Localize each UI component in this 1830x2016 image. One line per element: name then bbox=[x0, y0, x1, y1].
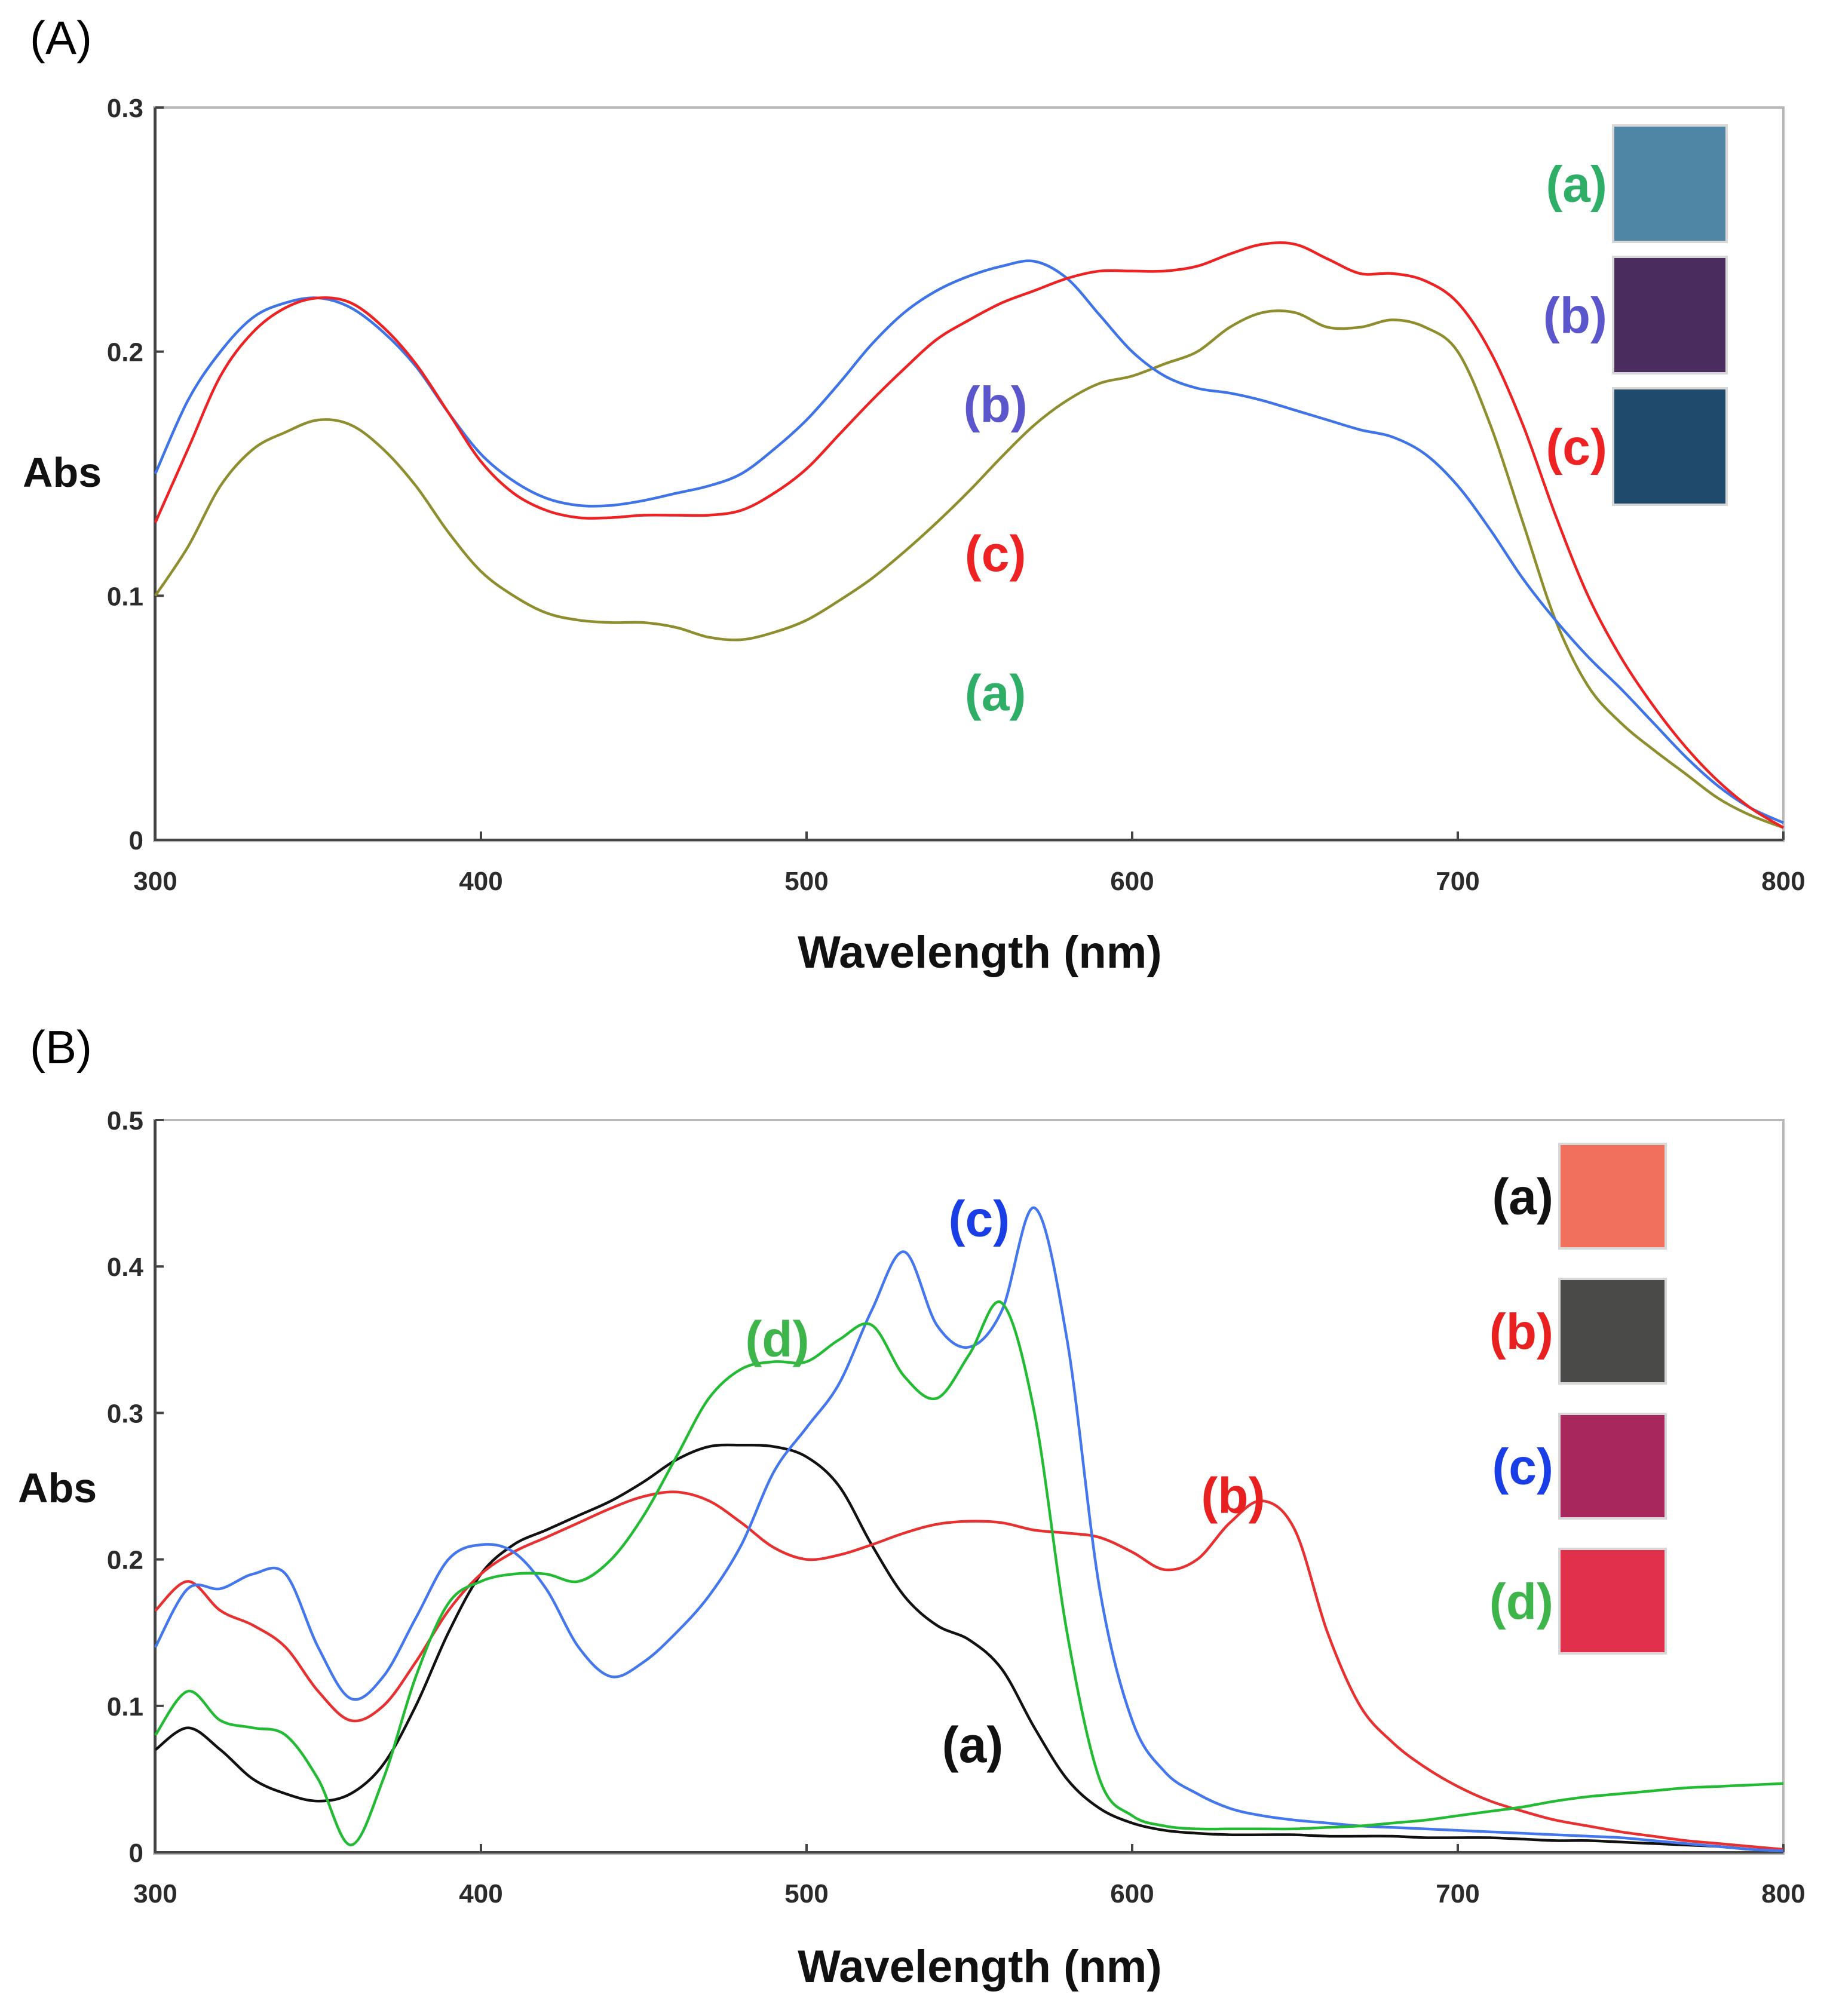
plot-frame-a bbox=[153, 106, 1785, 842]
y-tick-label: 0.5 bbox=[107, 1106, 143, 1136]
y-tick-label: 0 bbox=[129, 826, 143, 855]
y-axis-title-b: Abs bbox=[18, 1465, 97, 1511]
ticks-a: 300 400 500 600 700 800 0 0.1 0.2 0.3 bbox=[107, 94, 1806, 896]
series-a-line-b bbox=[154, 1443, 1784, 1852]
legend-swatch-b-a bbox=[1612, 256, 1728, 375]
series-b-label-b: (b) bbox=[1201, 1468, 1265, 1524]
x-axis-title-b: Wavelength (nm) bbox=[798, 1941, 1161, 1992]
series-a-label-b: (a) bbox=[942, 1717, 1004, 1773]
legend-label-a-b: (a) bbox=[1492, 1169, 1553, 1225]
y-tick-label: 0.1 bbox=[107, 582, 143, 611]
series-b-line-a bbox=[154, 259, 1784, 824]
legend-label-c-b: (c) bbox=[1492, 1439, 1553, 1495]
x-tick-label: 700 bbox=[1436, 867, 1479, 896]
legend-label-c-a: (c) bbox=[1546, 419, 1607, 475]
series-c-line-b bbox=[154, 1206, 1784, 1852]
x-tick-label: 800 bbox=[1761, 867, 1805, 896]
series-d-label-b: (d) bbox=[745, 1311, 809, 1367]
legend-swatch-c-b bbox=[1558, 1413, 1667, 1520]
x-tick-label: 400 bbox=[459, 1879, 502, 1908]
legend-label-b-a: (b) bbox=[1543, 288, 1607, 344]
y-axis-title-a: Abs bbox=[23, 449, 102, 496]
y-tick-label: 0 bbox=[129, 1839, 143, 1868]
x-tick-label: 700 bbox=[1436, 1879, 1479, 1908]
y-tick-label: 0.3 bbox=[107, 1399, 143, 1428]
series-d-line-b bbox=[154, 1300, 1784, 1846]
panel-b: (B) 300 400 500 600 700 800 0 0.1 0.2 0.3 0.4 0.5 (… bbox=[18, 1021, 1806, 1992]
series-labels-a: (a) (b) (c) bbox=[963, 377, 1027, 721]
series-c-label-a: (c) bbox=[965, 526, 1026, 582]
legend-a: (a) (b) (c) bbox=[1543, 124, 1728, 506]
legend-swatch-d-b bbox=[1558, 1548, 1667, 1655]
x-tick-label: 500 bbox=[784, 867, 828, 896]
panel-label-a: (A) bbox=[30, 11, 92, 64]
x-tick-label: 300 bbox=[133, 1879, 177, 1908]
legend-swatch-a-a bbox=[1612, 124, 1728, 243]
series-c-line-a bbox=[154, 241, 1785, 829]
x-tick-label: 500 bbox=[784, 1879, 828, 1908]
x-tick-label: 300 bbox=[133, 867, 177, 896]
x-axis-title-a: Wavelength (nm) bbox=[798, 927, 1161, 978]
legend-label-b-b: (b) bbox=[1489, 1304, 1553, 1360]
legend-swatch-c-a bbox=[1612, 387, 1728, 506]
series-a-line-a bbox=[154, 309, 1784, 829]
series-a-label-a: (a) bbox=[965, 665, 1026, 721]
ticks-b: 300 400 500 600 700 800 0 0.1 0.2 0.3 0.4 0.5 bbox=[107, 1106, 1806, 1908]
legend-swatch-a-b bbox=[1558, 1143, 1667, 1250]
legend-label-a-a: (a) bbox=[1546, 157, 1607, 213]
series-b-label-a: (b) bbox=[963, 377, 1027, 433]
x-tick-label: 600 bbox=[1110, 867, 1154, 896]
y-tick-label: 0.2 bbox=[107, 338, 143, 367]
x-tick-label: 400 bbox=[459, 867, 502, 896]
y-tick-label: 0.1 bbox=[107, 1692, 143, 1722]
series-labels-b: (a) (b) (c) (d) bbox=[745, 1191, 1265, 1773]
curves-a bbox=[154, 241, 1785, 829]
series-c-label-b: (c) bbox=[949, 1191, 1010, 1247]
y-tick-label: 0.2 bbox=[107, 1546, 143, 1575]
y-tick-label: 0.3 bbox=[107, 94, 143, 123]
legend-b: (a) (b) (c) (d) bbox=[1489, 1143, 1667, 1655]
panel-label-b: (B) bbox=[30, 1021, 92, 1073]
curves-b bbox=[154, 1206, 1784, 1852]
x-tick-label: 800 bbox=[1761, 1879, 1805, 1908]
y-tick-label: 0.4 bbox=[107, 1253, 144, 1282]
legend-swatch-b-b bbox=[1558, 1278, 1667, 1385]
legend-label-d-b: (d) bbox=[1489, 1574, 1553, 1630]
series-b-line-b bbox=[154, 1490, 1784, 1851]
x-tick-label: 600 bbox=[1110, 1879, 1154, 1908]
